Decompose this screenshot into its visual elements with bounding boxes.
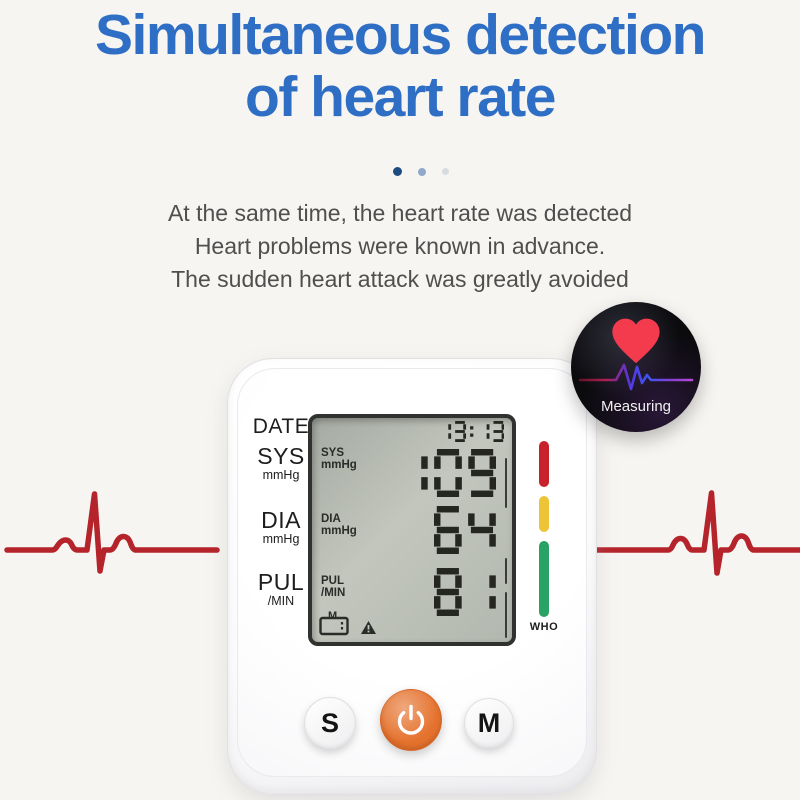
lcd-sys-value: [400, 449, 496, 502]
dot-icon: [418, 167, 426, 176]
warning-icon: [361, 621, 376, 634]
device-label-pul: PUL /MIN: [257, 569, 305, 609]
page-title: Simultaneous detection of heart rate: [0, 4, 800, 128]
dot-icon: [392, 167, 402, 177]
device-label-date: DATE: [252, 415, 310, 438]
dot-icon: [442, 168, 450, 176]
pressure-scale-tick: [505, 458, 507, 508]
heartbeat-line-right-icon: [592, 490, 800, 576]
who-bar-red: [539, 441, 549, 487]
lcd-display: SYS mmHg DIA mmHg PUL /MIN M: [308, 414, 516, 646]
description-line2: Heart problems were known in advance.: [194, 233, 606, 259]
device-label-sys: SYS mmHg: [257, 443, 305, 483]
ecg-gradient-icon: [578, 363, 694, 391]
lcd-pul-value: [434, 568, 496, 621]
set-button: S: [304, 697, 356, 749]
memory-icon: M: [319, 610, 349, 636]
power-icon: [397, 704, 425, 735]
memory-button: M: [464, 698, 514, 748]
page-title-line2: of heart rate: [245, 65, 556, 129]
carousel-dots: [21, 163, 800, 181]
lcd-time: [439, 421, 504, 447]
lcd-dia-value: [434, 506, 496, 559]
lcd-sys-label: SYS mmHg: [321, 447, 357, 471]
heartbeat-line-left-icon: [4, 491, 220, 574]
page-title-line1: Simultaneous detection: [95, 3, 706, 67]
lcd-dia-label: DIA mmHg: [321, 513, 357, 537]
pressure-scale-tick: [505, 592, 507, 638]
description-line3: The sudden heart attack was greatly avoi…: [171, 266, 629, 292]
power-button: [380, 689, 442, 751]
measuring-badge: Measuring: [571, 302, 701, 432]
who-label: WHO: [529, 621, 559, 633]
bp-monitor-device: DATE SYS mmHg DIA mmHg PUL /MIN SYS mmHg…: [227, 358, 597, 795]
svg-text:M: M: [328, 610, 337, 622]
description-line1: At the same time, the heart rate was det…: [167, 200, 633, 226]
pressure-scale-tick: [505, 558, 507, 584]
device-label-dia: DIA mmHg: [261, 507, 301, 547]
heart-icon: [612, 318, 660, 364]
description-text: At the same time, the heart rate was det…: [0, 197, 800, 296]
who-bar-green: [539, 541, 549, 617]
measuring-label: Measuring: [600, 398, 672, 415]
lcd-pul-label: PUL /MIN: [321, 575, 346, 599]
who-bar-yellow: [539, 496, 549, 532]
